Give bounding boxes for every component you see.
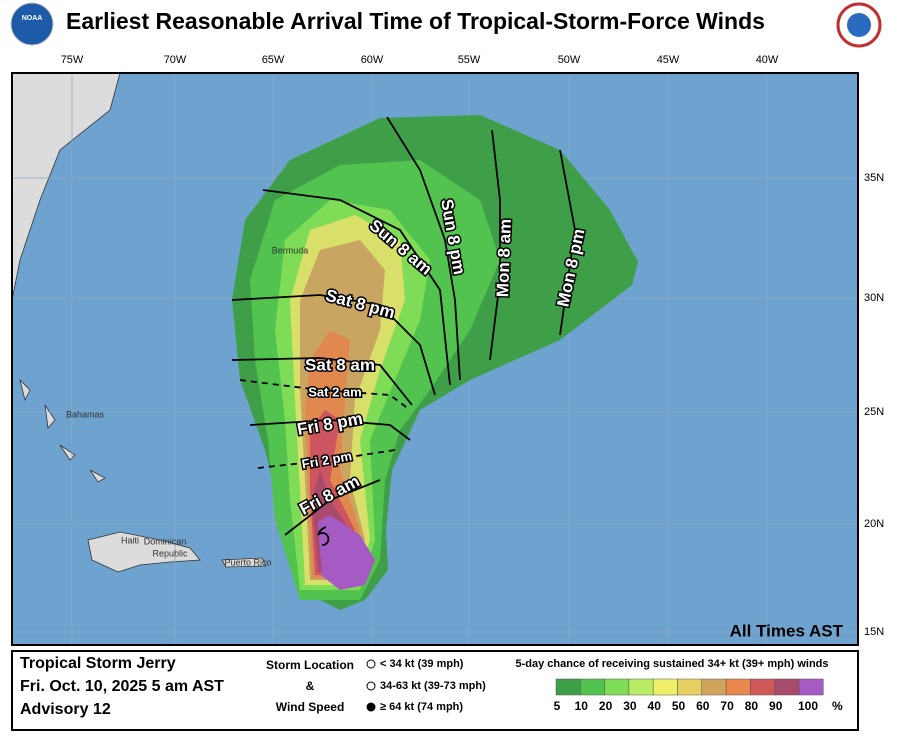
scale-label: 80 xyxy=(745,699,759,713)
scale-title: 5-day chance of receiving sustained 34+ … xyxy=(516,658,829,670)
scale-swatch xyxy=(701,678,727,696)
scale-label: % xyxy=(832,699,843,713)
lon-label: 70W xyxy=(164,54,187,66)
lat-label: 20N xyxy=(864,518,884,530)
scale-swatch xyxy=(798,678,824,696)
storm-symbol xyxy=(317,526,330,546)
scale-swatch xyxy=(750,678,775,696)
lon-label: 75W xyxy=(61,54,84,66)
key-item: ≥ 64 kt (74 mph) xyxy=(380,701,463,713)
place-label: Dominican xyxy=(144,536,187,546)
place-label: Republic xyxy=(152,548,188,558)
scale-label: 30 xyxy=(623,699,637,713)
title: Earliest Reasonable Arrival Time of Trop… xyxy=(66,8,765,34)
time-line xyxy=(239,379,411,411)
scale-swatch xyxy=(774,678,800,696)
scale-swatch xyxy=(725,678,751,696)
key-title: Storm Location xyxy=(266,658,354,672)
us-coast xyxy=(12,73,121,301)
time-line xyxy=(257,449,396,469)
key-symbol xyxy=(366,702,376,712)
storm-info: Fri. Oct. 10, 2025 5 am AST xyxy=(20,678,224,695)
place-labels: Bermuda Bahamas Haiti Dominican Republic Puer… xyxy=(66,245,308,567)
scale-label: 60 xyxy=(696,699,710,713)
place-label: Bermuda xyxy=(272,245,309,255)
place-label: Puerto Rico xyxy=(224,557,271,567)
lat-label: 35N xyxy=(864,172,884,184)
scale-swatch xyxy=(555,678,581,696)
scale-swatch xyxy=(580,678,605,696)
scale-label: 20 xyxy=(599,699,613,713)
scale-swatch xyxy=(677,678,703,696)
nws-logo-inner xyxy=(847,13,871,37)
scale-swatch xyxy=(652,678,678,696)
map-frame xyxy=(11,72,859,646)
scale-label: 70 xyxy=(720,699,734,713)
time-line xyxy=(231,294,436,396)
storm-info: Tropical Storm Jerry xyxy=(20,655,176,672)
time-line xyxy=(489,129,501,361)
time-line xyxy=(386,116,461,381)
time-zone-note: All Times AST xyxy=(730,621,844,640)
storm-info: Advisory 12 xyxy=(20,701,111,718)
lon-label: 55W xyxy=(458,54,481,66)
scale-label: 50 xyxy=(672,699,686,713)
lat-label: 30N xyxy=(864,292,884,304)
time-line xyxy=(249,419,411,441)
legend: Tropical Storm Jerry Fri. Oct. 10, 2025 5… xyxy=(20,655,843,718)
logo-text: NOAA xyxy=(22,15,43,22)
place-label: Bahamas xyxy=(66,409,105,419)
time-label: Mon 8 am xyxy=(493,218,515,297)
scale-label: 100 xyxy=(798,699,818,713)
place-label: Haiti xyxy=(121,535,139,545)
time-line xyxy=(559,149,576,336)
noaa-logo xyxy=(10,2,54,46)
lon-labels: 75W 70W 65W 60W 55W 50W 45W 40W xyxy=(61,54,779,66)
key-title: & xyxy=(306,679,315,693)
scale-label: 90 xyxy=(769,699,783,713)
key-symbol xyxy=(366,681,376,691)
lon-label: 60W xyxy=(361,54,384,66)
lat-label: 15N xyxy=(864,626,884,638)
hispaniola xyxy=(87,531,201,573)
scale-label: 5 xyxy=(554,699,561,713)
scale-label: 10 xyxy=(575,699,589,713)
scale-swatch xyxy=(604,678,630,696)
time-label: Sat 8 am xyxy=(305,355,375,374)
key-symbol xyxy=(366,659,376,669)
lon-label: 40W xyxy=(756,54,779,66)
bahamas-islands xyxy=(19,378,106,483)
time-line xyxy=(284,479,381,536)
key-item: < 34 kt (39 mph) xyxy=(380,658,464,670)
lon-label: 65W xyxy=(262,54,285,66)
key-title: Wind Speed xyxy=(276,700,345,714)
puerto-rico xyxy=(221,557,267,568)
lon-label: 45W xyxy=(657,54,680,66)
time-line xyxy=(231,357,413,406)
key-item: 34-63 kt (39-73 mph) xyxy=(380,680,486,692)
time-line xyxy=(262,189,451,386)
lon-label: 50W xyxy=(558,54,581,66)
time-label: Sat 2 am xyxy=(308,384,361,399)
lat-labels: 35N 30N 25N 20N 15N xyxy=(864,172,884,638)
scale-label: 40 xyxy=(648,699,662,713)
swath-100 xyxy=(318,515,375,590)
scale-swatch xyxy=(628,678,654,696)
lat-label: 25N xyxy=(864,406,884,418)
